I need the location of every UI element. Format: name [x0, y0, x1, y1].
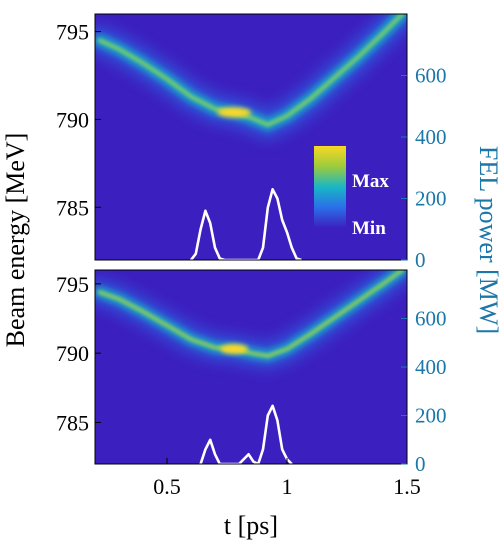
y-axis-label: Beam energy [MeV]: [1, 133, 30, 348]
bottom-left-axis: 785 790 795: [56, 272, 101, 435]
bottom-panel: 785 790 795 0 200 400 600 0.5 1 1.5: [56, 269, 447, 499]
left-tick-label: 785: [56, 195, 89, 220]
colorbar: Max Min: [314, 146, 389, 239]
bottom-heatmap-layer: [95, 270, 407, 464]
bottom-x-axis: 0.5 1 1.5: [153, 458, 421, 499]
right-tick-label: 600: [415, 307, 447, 331]
right-tick-label: 0: [415, 248, 426, 272]
left-tick-label: 795: [56, 20, 89, 45]
colorbar-max-label: Max: [352, 171, 389, 192]
left-tick-label: 785: [56, 410, 89, 435]
top-ridge-core: [97, 14, 405, 127]
top-heatmap-layer: [95, 14, 407, 260]
y2-axis-label: FEL power [MW]: [474, 146, 499, 334]
x-axis-label: t [ps]: [224, 511, 278, 540]
colorbar-gradient: [314, 146, 346, 228]
right-tick-label: 0: [415, 452, 426, 476]
x-tick-label: 1: [282, 474, 293, 499]
right-tick-label: 600: [415, 64, 447, 88]
top-right-axis: 0 200 400 600: [401, 64, 447, 272]
bottom-fel-power-line: [199, 404, 293, 464]
top-fel-power-line: [189, 188, 302, 260]
top-left-axis: 785 790 795: [56, 20, 101, 220]
colorbar-min-label: Min: [352, 218, 386, 239]
right-tick-label: 200: [415, 404, 447, 428]
right-tick-label: 400: [415, 125, 447, 149]
top-panel: 785 790 795 0 200 400 600 Max Min: [56, 13, 447, 272]
bottom-right-axis: 0 200 400 600: [401, 307, 447, 476]
right-tick-label: 400: [415, 355, 447, 379]
x-tick-label: 1.5: [393, 474, 421, 499]
x-tick-label: 0.5: [153, 474, 181, 499]
left-tick-label: 790: [56, 107, 89, 132]
bottom-ridge-core: [97, 270, 405, 358]
left-tick-label: 795: [56, 272, 89, 297]
top-ridge-hotspot: [217, 107, 252, 118]
left-tick-label: 790: [56, 341, 89, 366]
bottom-ridge-hotspot: [220, 344, 249, 354]
right-tick-label: 200: [415, 187, 447, 211]
